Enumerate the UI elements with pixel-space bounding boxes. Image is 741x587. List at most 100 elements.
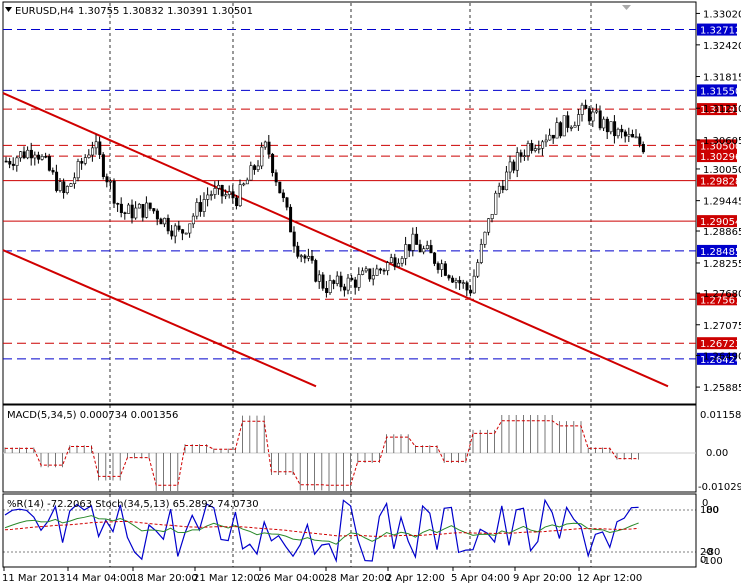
macd-tick-bottom: -0.010296 [698,482,741,493]
price-level-tag [697,293,737,306]
candle-body [397,262,401,267]
price-level-tag [697,23,737,36]
candle-body [411,233,415,251]
candle-body [458,279,462,284]
price-level-tag [697,244,737,257]
candle-body [425,245,429,249]
time-label: 11 Mar 2013 [2,573,65,584]
candle-body [616,128,620,137]
candle-body [227,191,231,195]
candle-body [19,151,23,159]
candle-body [274,172,278,183]
trendline[interactable] [2,92,669,388]
candle-body [155,210,159,220]
candle-body [65,186,69,194]
trendlines [2,92,669,388]
candle-body [407,244,411,251]
candle-body [8,160,12,165]
candle-body [580,104,584,115]
candle-body [69,183,73,187]
candle-body [188,223,192,234]
time-label: 14 Mar 04:00 [66,573,133,584]
candle-body [465,282,469,291]
candle-body [4,160,8,163]
candle-body [263,141,267,148]
candle-body [76,161,80,179]
candle-body [195,202,199,217]
time-label: 28 Mar 20:00 [324,573,391,584]
dropdown-triangle-icon[interactable] [5,7,12,12]
candle-body [335,275,339,284]
candle-body [544,139,548,143]
candle-body [490,214,494,219]
price-level-value: 1.26424 [700,355,741,366]
price-level-tag [697,103,737,116]
candle-body [170,230,174,237]
trendline[interactable] [2,249,317,388]
candle-body [479,243,483,263]
candle-body [123,212,127,214]
candle-body [494,192,498,215]
candle-body [605,118,609,133]
candle-body [386,262,390,271]
candle-body [199,202,203,212]
price-level-tag [697,174,737,187]
wr-tick-100: 100 [700,505,719,516]
candle-body [609,121,613,133]
candle-body [440,263,444,270]
candle-body [515,152,519,171]
candle-body [278,181,282,194]
candle-body [173,225,177,237]
candle-body [177,225,181,230]
main-panel[interactable] [2,1,697,405]
candle-body [15,157,19,166]
price-tick-label: 1.30605 [703,136,741,147]
candle-body [299,255,303,258]
candle-body [361,270,365,275]
candle-body [483,231,487,245]
wr-panel[interactable] [2,493,697,568]
candle-body [83,157,87,164]
stoch-signal-line [4,520,639,537]
candle-body [292,231,296,247]
candle-body [595,110,599,113]
price-level-value: 1.29054 [700,217,741,228]
candle-body [184,232,188,235]
candle-body [533,148,537,151]
candle-body [22,151,26,159]
wr-tick-0b: 0 [700,555,706,566]
candle-body [134,207,138,219]
candle-body [350,277,354,281]
candle-body [109,180,113,183]
candle-body [476,262,480,277]
candle-body [26,149,30,159]
candle-body [40,156,44,160]
candle-body [451,277,455,283]
candle-body [33,154,37,159]
candle-body [101,154,105,177]
candle-body [375,268,379,276]
candle-body [591,111,595,122]
candle-body [321,274,325,289]
price-level-value: 1.32712 [700,26,741,37]
macd-label: MACD(5,34,5) 0.000734 0.001356 [7,410,178,421]
candle-body [461,282,465,284]
collapse-icon[interactable] [622,5,631,10]
macd-panel[interactable] [2,404,697,493]
candle-body [206,194,210,200]
candle-body [454,279,458,283]
candle-body [289,206,293,233]
candle-body [508,161,512,173]
candle-body [91,147,95,156]
candle-body [551,134,555,139]
wr-tick-m80: -80 [704,547,720,558]
macd-tick-top: 0.011584 [700,410,741,421]
time-label: 26 Mar 04:00 [258,573,325,584]
macd-tick-zero: 0.00 [706,448,728,459]
candle-body [256,165,260,170]
candle-body [80,161,84,164]
candle-body [364,268,368,272]
candle-body [55,171,59,191]
